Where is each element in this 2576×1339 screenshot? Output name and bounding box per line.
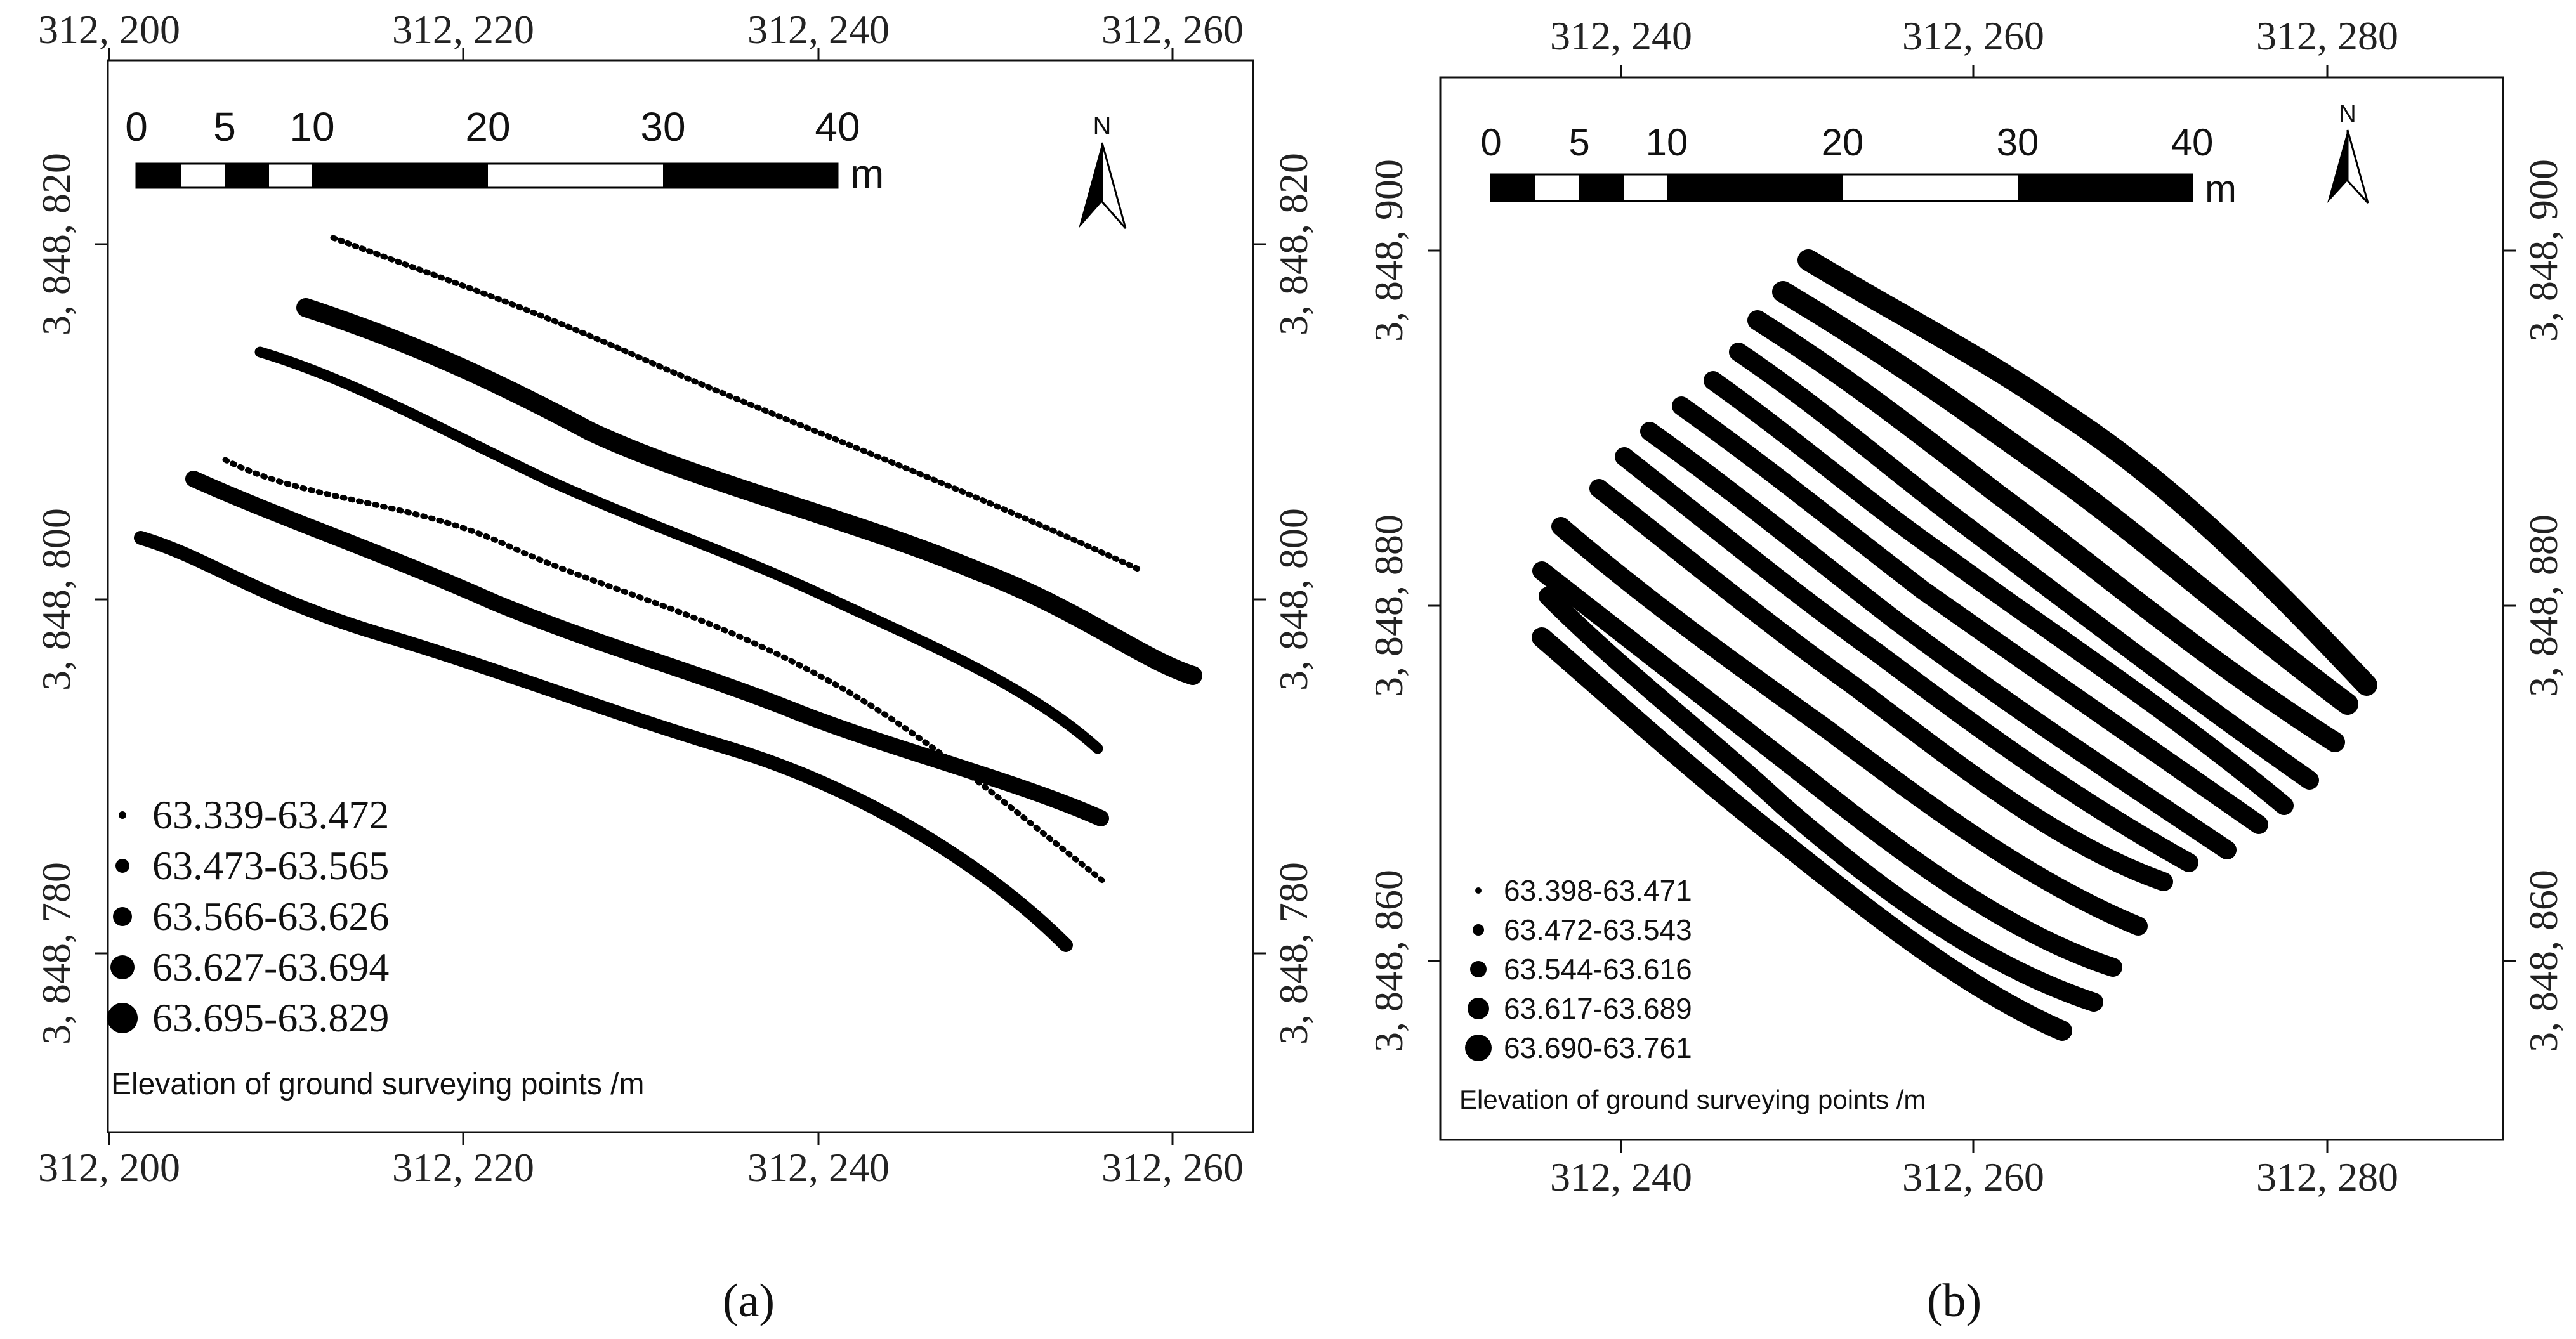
panel-a-map: 312, 200 312, 220 312, 240 312, 260 312,… (34, 7, 1316, 1327)
panel-a-scale-label-5: 5 (213, 104, 236, 150)
panel-a-frame (107, 59, 1254, 1133)
panel-b-xtick-top-2: 312, 260 (1902, 13, 2044, 58)
panel-b-ytick-left-1: 3, 848, 900 (1366, 159, 1411, 342)
panel-a-ytick-right-2: 3, 848, 800 (1271, 508, 1316, 691)
panel-a-ytick-left-1: 3, 848, 820 (34, 153, 79, 336)
panel-a-xtick-top-1: 312, 200 (38, 7, 180, 52)
panel-b-ytick-left-3: 3, 848, 860 (1366, 870, 1411, 1052)
panel-b-legend-symbol-5 (1465, 1035, 1492, 1061)
panel-b-north-label: N (2339, 101, 2356, 127)
panel-a-scale-unit: m (850, 151, 884, 197)
panel-b-caption: (b) (1927, 1275, 1981, 1327)
panel-b-xtick-bottom-2: 312, 260 (1902, 1154, 2044, 1199)
panel-a-legend-class-2: 63.473-63.565 (152, 843, 389, 888)
panel-a-scale-label-30: 30 (640, 104, 685, 150)
panel-b-legend-class-2: 63.472-63.543 (1504, 913, 1692, 946)
panel-b-legend-symbol-2 (1473, 924, 1484, 936)
panel-a-ytick-right-1: 3, 848, 820 (1271, 153, 1316, 336)
panel-b-legend-class-5: 63.690-63.761 (1504, 1031, 1692, 1064)
panel-a-scale-label-20: 20 (465, 104, 510, 150)
panel-b-survey-line (1772, 281, 2358, 715)
panel-a-legend-class-4: 63.627-63.694 (152, 944, 389, 990)
panel-b-survey-line (1729, 343, 2319, 790)
panel-b-scale-label-5: 5 (1568, 121, 1589, 164)
panel-a-scale-label-40: 40 (815, 104, 860, 150)
panel-a-ytick-left-2: 3, 848, 800 (34, 508, 79, 691)
panel-a-survey-line (254, 346, 1103, 754)
panel-b-north-arrow-icon: N (2327, 101, 2369, 204)
panel-b-legend-class-1: 63.398-63.471 (1504, 874, 1692, 907)
panel-a-xtick-top-3: 312, 240 (747, 7, 890, 52)
panel-a-scale-bar: 0 5 10 20 30 40 m (125, 104, 884, 197)
panel-b-xtick-bottom-3: 312, 280 (2256, 1154, 2398, 1199)
panel-a-xtick-bottom-1: 312, 200 (38, 1145, 180, 1190)
panel-b-frame (1439, 76, 2504, 1141)
panel-b-survey-line (1640, 422, 2237, 859)
panel-a-xtick-top-2: 312, 220 (392, 7, 534, 52)
panel-a-legend-title: Elevation of ground surveying points /m (111, 1068, 644, 1101)
panel-b-legend-symbol-4 (1468, 998, 1489, 1019)
panel-a-xtick-top-4: 312, 260 (1101, 7, 1244, 52)
panel-b-tick-marks (1428, 65, 2516, 1153)
panel-b-ytick-right-1: 3, 848, 900 (2521, 159, 2566, 342)
panel-a-north-arrow-icon: N (1079, 112, 1127, 229)
panel-a-legend: 63.339-63.472 63.473-63.565 63.566-63.62… (107, 792, 644, 1101)
panel-a-legend-class-3: 63.566-63.626 (152, 894, 389, 939)
panel-a-scale-label-10: 10 (289, 104, 334, 150)
panel-b-survey-points (1532, 249, 2377, 1041)
panel-b-scale-label-10: 10 (1646, 121, 1688, 164)
panel-a-xtick-bottom-3: 312, 240 (747, 1145, 890, 1190)
panel-b-ytick-right-2: 3, 848, 880 (2521, 514, 2566, 697)
panel-b-legend-class-4: 63.617-63.689 (1504, 992, 1692, 1025)
panel-a-legend-symbol-4 (110, 955, 135, 979)
panel-a-ytick-right-3: 3, 848, 780 (1271, 862, 1316, 1045)
panel-b-survey-line (1551, 517, 2148, 936)
panel-b-xtick-top-1: 312, 240 (1550, 13, 1692, 58)
panel-b-survey-line (1589, 479, 2173, 891)
panel-a-survey-points (134, 235, 1202, 952)
panel-b-legend-symbol-1 (1475, 887, 1482, 894)
panel-b-scale-unit: m (2205, 167, 2237, 210)
panel-b-survey-line (1704, 371, 2294, 815)
panel-b-ytick-right-3: 3, 848, 860 (2521, 870, 2566, 1052)
panel-a-ytick-left-3: 3, 848, 780 (34, 862, 79, 1045)
panel-b-map: 312, 240 312, 260 312, 280 312, 240 312,… (1366, 13, 2566, 1327)
panel-b-legend-class-3: 63.544-63.616 (1504, 953, 1692, 986)
panel-b-ytick-left-2: 3, 848, 880 (1366, 514, 1411, 697)
panel-b-legend-symbol-3 (1470, 961, 1487, 977)
panel-a-survey-line (330, 235, 1145, 574)
panel-b-scale-label-30: 30 (1997, 121, 2039, 164)
panel-a-legend-symbol-1 (119, 811, 126, 819)
panel-a-caption: (a) (723, 1275, 775, 1327)
panel-a-legend-class-1: 63.339-63.472 (152, 792, 389, 837)
panel-b-survey-line (1532, 561, 2122, 977)
panel-a-xtick-bottom-4: 312, 260 (1101, 1145, 1244, 1190)
panel-a-scale-label-0: 0 (125, 104, 148, 150)
panel-b-survey-line (1797, 249, 2377, 696)
panel-b-xtick-bottom-1: 312, 240 (1550, 1154, 1692, 1199)
panel-b-survey-line (1747, 310, 2345, 752)
panel-a-legend-symbol-2 (115, 859, 129, 873)
panel-b-survey-line (1539, 587, 2103, 1012)
panel-a-legend-symbol-3 (113, 907, 132, 926)
panel-a-north-label: N (1093, 112, 1112, 140)
panel-b-scale-label-20: 20 (1822, 121, 1864, 164)
panel-a-survey-line (185, 471, 1109, 826)
panel-a-survey-line (296, 298, 1202, 685)
panel-b-survey-line (1615, 447, 2198, 872)
panel-b-xtick-top-3: 312, 280 (2256, 13, 2398, 58)
panel-a-survey-line (134, 531, 1073, 952)
panel-a-tick-marks (95, 48, 1266, 1145)
panel-a-legend-symbol-5 (107, 1003, 138, 1033)
panel-b-scale-bar: 0 5 10 20 30 40 m (1480, 121, 2237, 210)
panel-a-xtick-bottom-2: 312, 220 (392, 1145, 534, 1190)
panel-b-survey-line (1532, 627, 2072, 1041)
panel-b-survey-line (1672, 396, 2268, 834)
panel-b-scale-label-40: 40 (2171, 121, 2214, 164)
panel-b-legend: 63.398-63.471 63.472-63.543 63.544-63.61… (1459, 874, 1926, 1114)
panel-b-legend-title: Elevation of ground surveying points /m (1459, 1085, 1926, 1114)
panel-a-legend-class-5: 63.695-63.829 (152, 995, 389, 1040)
panel-b-scale-label-0: 0 (1480, 121, 1501, 164)
